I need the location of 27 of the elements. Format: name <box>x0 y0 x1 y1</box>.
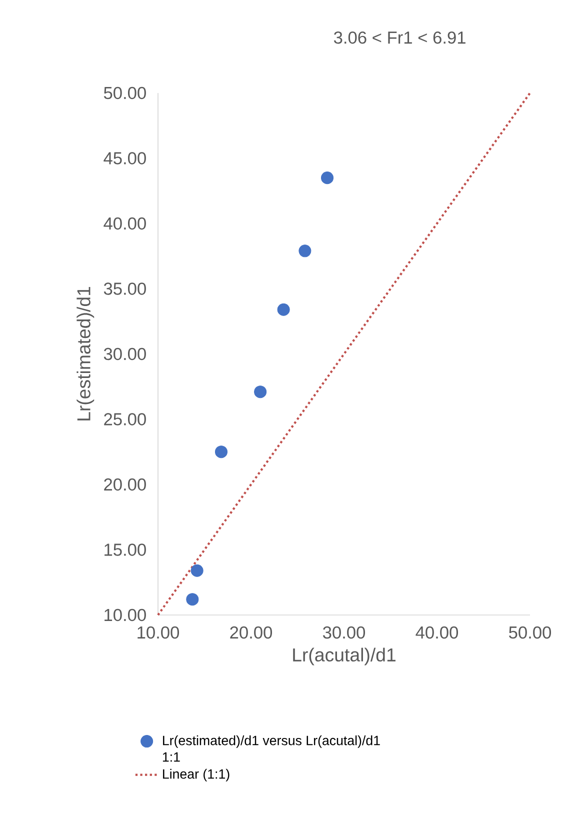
x-tick-label: 40.00 <box>416 626 458 639</box>
x-tick-label: 20.00 <box>230 626 272 639</box>
point <box>277 303 290 316</box>
x-tick-label: 50.00 <box>509 626 552 639</box>
text: 1:1 <box>162 752 180 762</box>
y-tick-label: 10.00 <box>104 608 146 622</box>
y-tick-label: 40.00 <box>104 217 146 230</box>
point <box>254 386 267 398</box>
x-tick-label: 30.00 <box>322 626 366 639</box>
y-tick-label: 15.00 <box>104 544 146 556</box>
point <box>190 564 204 577</box>
y-tick-label: 45.00 <box>104 152 146 164</box>
point <box>186 593 199 606</box>
point <box>298 244 312 258</box>
y-tick-label: 35.00 <box>104 282 146 295</box>
y-tick-label: 50.00 <box>104 86 146 100</box>
point <box>320 172 334 184</box>
y-tick-label: 25.00 <box>104 413 146 426</box>
legend-label: Lr(estimated)/d1 versus Lr(acutal)/d1 <box>163 735 380 748</box>
y-tick-label: 20.00 <box>104 478 146 491</box>
x-axis-title: Lr(acutal)/d1 <box>293 648 396 666</box>
legend-label: Linear (1:1) <box>163 768 230 782</box>
x-tick-label: 10.00 <box>138 626 180 639</box>
chart-title: 3.06 < Fr1 < 6.91 <box>334 31 466 44</box>
y-axis-title: Lr(estimated)/d1 <box>76 286 94 420</box>
y-tick-label: 30.00 <box>104 348 146 360</box>
point <box>214 446 228 458</box>
